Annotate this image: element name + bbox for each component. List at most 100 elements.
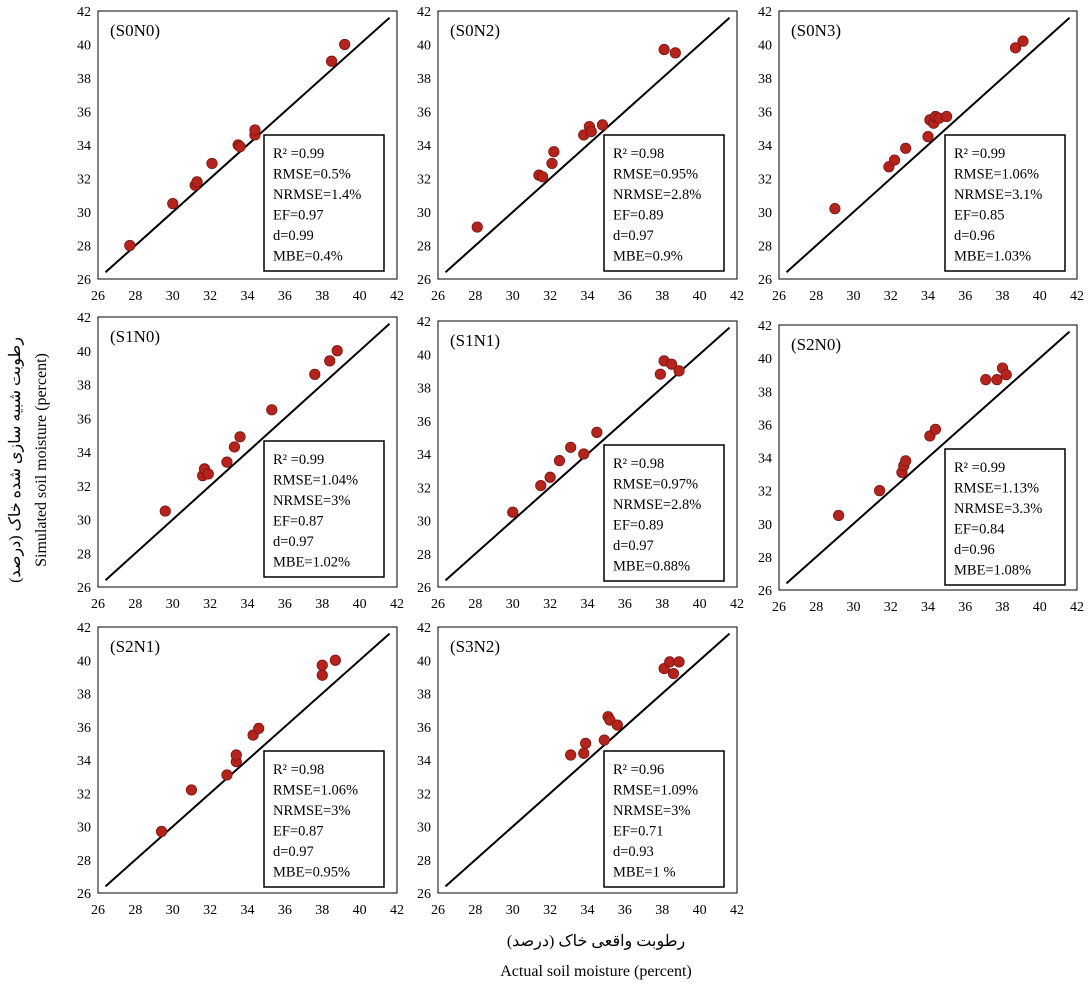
data-point	[331, 345, 343, 357]
panel-s1n0: 26 28 30 32 34 36 38 40 42 26 28 30 32 34 36 38 40 42 (S1N…	[77, 311, 404, 612]
y-tick-label: 32	[758, 173, 772, 188]
data-point	[673, 656, 685, 668]
data-point	[832, 509, 845, 522]
stat-line: RMSE=0.95%	[613, 167, 698, 183]
stat-line: MBE=0.95%	[273, 865, 350, 881]
data-point	[900, 455, 912, 467]
x-tick-label: 26	[431, 597, 445, 612]
x-tick-label: 36	[618, 289, 632, 304]
x-tick-label: 40	[693, 597, 707, 612]
x-tick-label: 30	[506, 289, 520, 304]
stats-box	[603, 444, 725, 582]
x-tick-label: 30	[847, 289, 861, 304]
data-point	[230, 749, 242, 761]
y-tick-label: 40	[77, 654, 91, 669]
y-tick-label: 32	[77, 173, 91, 188]
y-tick-label: 36	[417, 415, 431, 430]
plot-frame	[97, 10, 398, 280]
stats-box	[263, 134, 385, 272]
stat-line: RMSE=1.06%	[954, 167, 1039, 183]
data-point	[1000, 369, 1012, 381]
x-tick-label: 40	[1033, 600, 1047, 615]
x-tick-label: 26	[431, 903, 445, 918]
x-tick-label: 30	[166, 289, 180, 304]
stat-line: MBE=1.03%	[954, 249, 1031, 265]
data-point	[578, 747, 590, 759]
y-tick-label: 28	[417, 854, 431, 869]
y-tick-label: 34	[77, 139, 91, 154]
data-point	[234, 141, 246, 153]
data-point	[316, 669, 328, 681]
x-tick-label: 30	[847, 600, 861, 615]
x-tick-label: 32	[543, 597, 557, 612]
y-tick-label: 38	[758, 385, 772, 400]
y-axis-title-fa: رطوبت شبیه سازی شده خاک (درصد)	[7, 337, 24, 583]
x-axis-title-fa: رطوبت واقعی خاک (درصد)	[507, 933, 685, 950]
y-tick-label: 32	[417, 481, 431, 496]
plot-frame	[437, 10, 738, 280]
one-to-one-line	[785, 16, 1071, 274]
stat-line: NRMSE=1.4%	[273, 187, 361, 203]
stat-line: NRMSE=3%	[273, 493, 350, 509]
panel-label: (S2N1)	[110, 637, 160, 656]
x-tick-label: 38	[996, 600, 1010, 615]
data-point	[900, 142, 912, 154]
data-point	[548, 146, 560, 158]
one-to-one-line	[104, 323, 391, 581]
data-point	[565, 749, 577, 761]
stat-line: RMSE=1.04%	[273, 473, 358, 489]
data-point	[324, 355, 336, 367]
stat-line: d=0.99	[273, 228, 314, 244]
y-tick-label: 32	[417, 173, 431, 188]
data-point	[544, 471, 556, 483]
stat-line: EF=0.85	[954, 208, 1004, 224]
stat-line: EF=0.87	[273, 514, 323, 530]
y-tick-label: 30	[417, 821, 431, 836]
x-tick-label: 28	[468, 903, 482, 918]
y-tick-label: 40	[758, 352, 772, 367]
y-tick-label: 28	[417, 240, 431, 255]
x-tick-label: 30	[166, 903, 180, 918]
x-tick-label: 32	[884, 600, 898, 615]
panel-label: (S1N0)	[110, 327, 160, 346]
x-tick-label: 36	[618, 903, 632, 918]
stat-line: d=0.97	[273, 534, 314, 550]
stat-line: R² =0.98	[613, 456, 664, 472]
plot-frame	[97, 316, 398, 588]
stat-line: MBE=0.88%	[613, 559, 690, 575]
panel-label: (S2N0)	[791, 335, 841, 354]
data-point	[580, 737, 592, 749]
x-tick-label: 40	[353, 597, 367, 612]
x-tick-label: 26	[772, 289, 786, 304]
data-point	[546, 157, 558, 170]
x-tick-label: 40	[353, 903, 367, 918]
y-tick-label: 38	[417, 688, 431, 703]
data-point	[221, 769, 233, 781]
y-tick-label: 42	[77, 5, 91, 20]
data-point	[471, 221, 483, 233]
x-axis-title-en: Actual soil moisture (percent)	[500, 963, 692, 980]
stat-line: NRMSE=3%	[273, 803, 350, 819]
x-tick-label: 34	[581, 903, 595, 918]
plot-frame	[437, 626, 738, 894]
y-tick-label: 42	[77, 621, 91, 636]
plot-frame	[778, 10, 1078, 280]
stats-box	[263, 750, 385, 888]
data-point	[537, 171, 549, 183]
y-tick-label: 30	[758, 518, 772, 533]
y-tick-label: 38	[77, 72, 91, 87]
stat-line: RMSE=1.13%	[954, 481, 1039, 497]
y-tick-label: 28	[77, 854, 91, 869]
one-to-one-line	[444, 632, 731, 888]
panel-s3n2: 26 28 30 32 34 36 38 40 42 26 28 30 32 34 36 38 40 42 (S3N…	[417, 621, 744, 918]
data-point	[185, 784, 198, 796]
data-point	[553, 455, 566, 467]
y-axis-title-en: Simulated soil moisture (percent)	[33, 353, 50, 567]
data-point	[253, 722, 265, 735]
y-tick-label: 30	[77, 514, 91, 529]
data-point	[673, 365, 685, 377]
stat-line: d=0.93	[613, 844, 654, 860]
data-point	[202, 468, 214, 480]
stat-line: NRMSE=3.1%	[954, 187, 1042, 203]
x-tick-label: 32	[543, 289, 557, 304]
